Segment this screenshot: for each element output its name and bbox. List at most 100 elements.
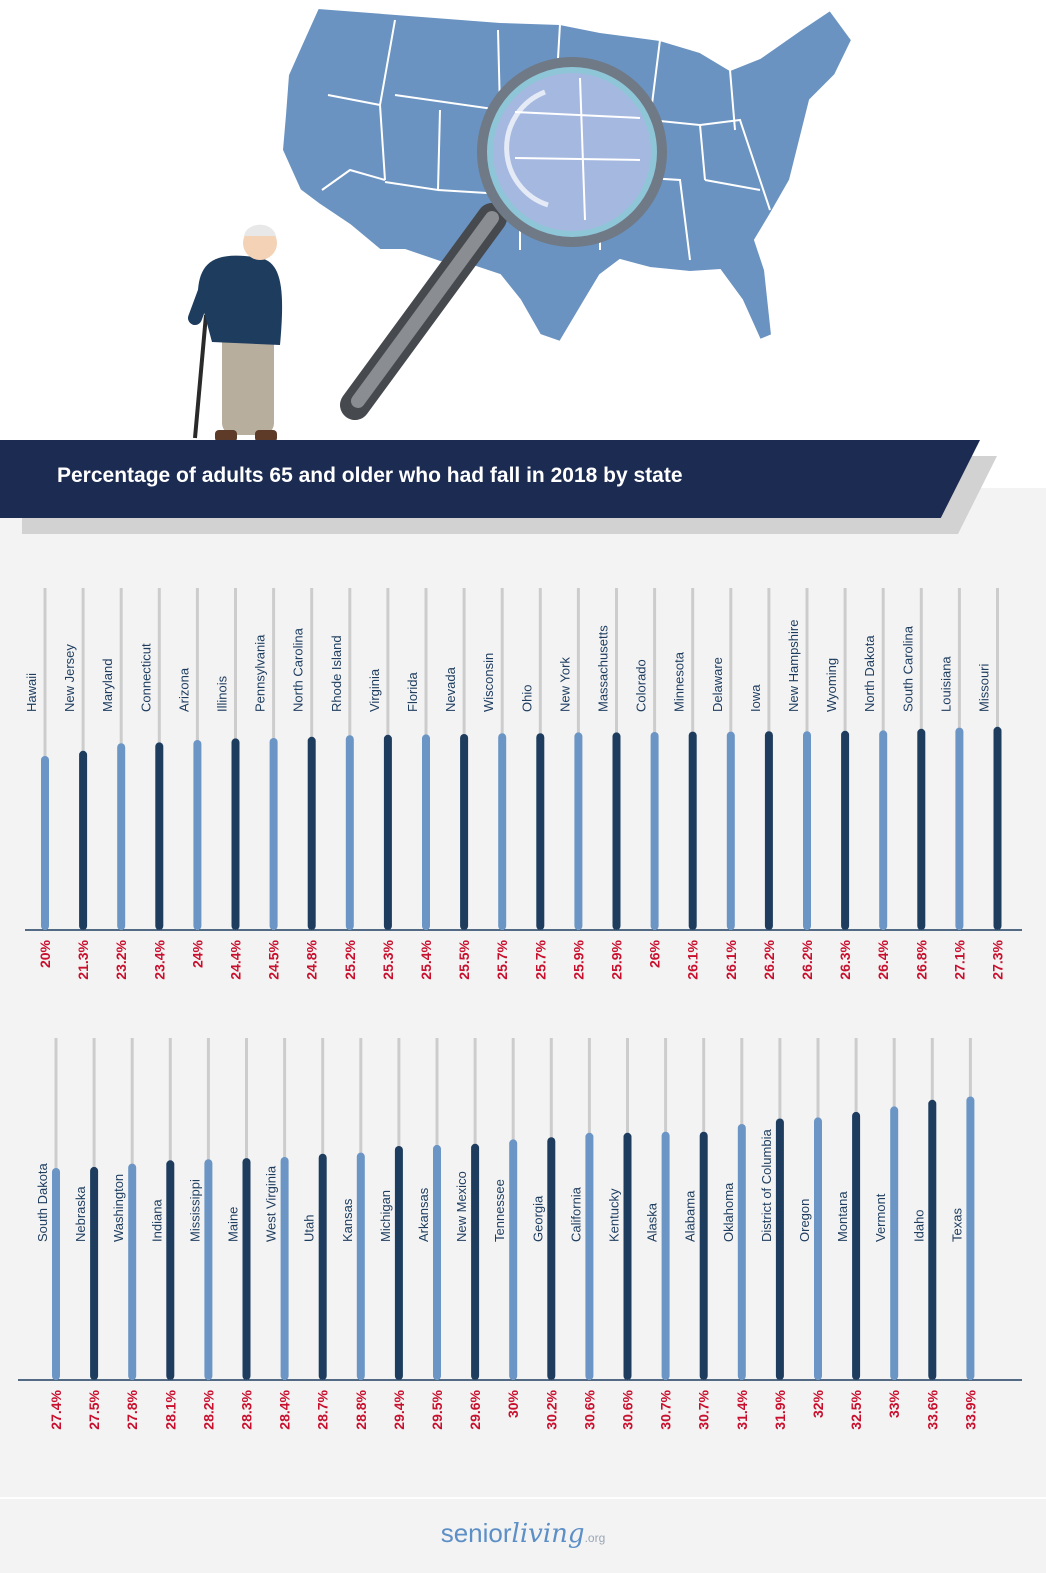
brand-part-c: .org — [584, 1531, 606, 1545]
category-label: Vermont — [873, 1193, 888, 1242]
bar — [699, 1131, 708, 1380]
bar — [547, 1137, 556, 1380]
value-label: 27.3% — [990, 939, 1006, 979]
bar — [775, 1118, 784, 1380]
value-label: 25.4% — [418, 939, 434, 979]
bar — [356, 1152, 365, 1380]
category-label: Idaho — [911, 1209, 926, 1242]
bar — [471, 1143, 480, 1380]
bar — [737, 1124, 746, 1380]
bar — [890, 1106, 899, 1380]
value-label: 29.5% — [429, 1389, 445, 1429]
bar — [585, 1132, 594, 1380]
bar — [280, 1157, 289, 1380]
category-label: Kansas — [340, 1198, 355, 1242]
bar — [852, 1111, 861, 1380]
value-label: 25.7% — [494, 939, 510, 979]
category-label: Utah — [302, 1215, 317, 1242]
value-label: 24% — [189, 939, 205, 968]
category-label: New York — [557, 657, 572, 712]
bar — [650, 732, 659, 930]
value-label: 25.7% — [532, 939, 548, 979]
bar — [166, 1160, 175, 1380]
value-label: 25.5% — [456, 939, 472, 979]
category-label: Oklahoma — [721, 1182, 736, 1242]
value-label: 24.8% — [304, 939, 320, 979]
category-label: Oregon — [797, 1199, 812, 1242]
value-label: 28.3% — [239, 1389, 255, 1429]
category-label: Pennsylvania — [253, 634, 268, 712]
category-label: New Mexico — [454, 1171, 469, 1242]
brand-part-b: living — [511, 1519, 585, 1549]
bar — [269, 738, 278, 930]
bar — [394, 1146, 403, 1380]
bar — [536, 733, 545, 930]
bar — [955, 727, 964, 930]
bar — [318, 1153, 327, 1380]
category-label: Georgia — [530, 1195, 545, 1242]
category-label: Mississippi — [187, 1179, 202, 1242]
category-label: Colorado — [634, 659, 649, 712]
chart-panel — [0, 488, 1046, 1573]
category-label: Maine — [226, 1207, 241, 1242]
value-label: 30.6% — [620, 1389, 636, 1429]
value-label: 32.5% — [848, 1389, 864, 1429]
bar — [90, 1166, 99, 1380]
value-label: 27.4% — [48, 1389, 64, 1429]
value-label: 23.2% — [113, 939, 129, 979]
category-label: Arizona — [176, 667, 191, 712]
category-label: District of Columbia — [759, 1129, 774, 1242]
bar — [383, 734, 392, 930]
category-label: Massachusetts — [596, 625, 611, 712]
value-label: 30.7% — [696, 1389, 712, 1429]
value-label: 20% — [37, 939, 53, 968]
value-label: 28.2% — [200, 1389, 216, 1429]
category-label: North Carolina — [291, 627, 306, 712]
magnifying-glass-icon — [340, 57, 667, 420]
value-label: 23.4% — [151, 939, 167, 979]
category-label: Tennessee — [492, 1179, 507, 1242]
category-label: Delaware — [710, 657, 725, 712]
category-label: Arkansas — [416, 1187, 431, 1242]
bar — [993, 726, 1002, 930]
category-label: Missouri — [977, 663, 992, 712]
bar — [433, 1144, 441, 1380]
bar — [661, 1131, 670, 1380]
value-label: 28.8% — [353, 1389, 369, 1429]
value-label: 24.4% — [228, 939, 244, 979]
bar — [52, 1168, 60, 1380]
bar — [193, 740, 202, 930]
category-label: South Carolina — [900, 625, 915, 712]
value-label: 25.9% — [609, 939, 625, 979]
bar — [841, 730, 850, 930]
category-label: Wyoming — [824, 658, 839, 712]
value-label: 26% — [647, 939, 663, 968]
bar — [623, 1132, 632, 1380]
value-label: 26.3% — [837, 939, 853, 979]
category-label: Nevada — [443, 666, 458, 712]
bar — [117, 743, 126, 930]
brand-part-a: senior — [440, 1518, 512, 1548]
category-label: Kentucky — [607, 1188, 622, 1242]
bar — [814, 1117, 822, 1380]
category-label: Indiana — [149, 1199, 164, 1242]
category-label: South Dakota — [35, 1162, 50, 1242]
category-label: Minnesota — [672, 651, 687, 712]
value-label: 21.3% — [75, 939, 91, 979]
value-label: 29.4% — [391, 1389, 407, 1429]
bar — [422, 734, 430, 930]
bar — [155, 742, 164, 930]
value-label: 27.1% — [951, 939, 967, 979]
elderly-man-illustration — [188, 224, 283, 442]
bar-chart-top: Hawaii 20% New Jersey 21.3% Maryland 23.2% Con… — [24, 588, 1022, 980]
footer-divider — [0, 1497, 1046, 1499]
bar — [726, 731, 735, 930]
bar — [498, 733, 507, 930]
category-label: Hawaii — [24, 673, 39, 712]
category-label: West Virginia — [264, 1165, 279, 1242]
category-label: Washington — [111, 1174, 126, 1242]
bar-chart-bottom: South Dakota 27.4% Nebraska 27.5% Washington… — [18, 1038, 1022, 1430]
title-banner — [0, 440, 980, 518]
value-label: 27.8% — [124, 1389, 140, 1429]
value-label: 33.9% — [962, 1389, 978, 1429]
